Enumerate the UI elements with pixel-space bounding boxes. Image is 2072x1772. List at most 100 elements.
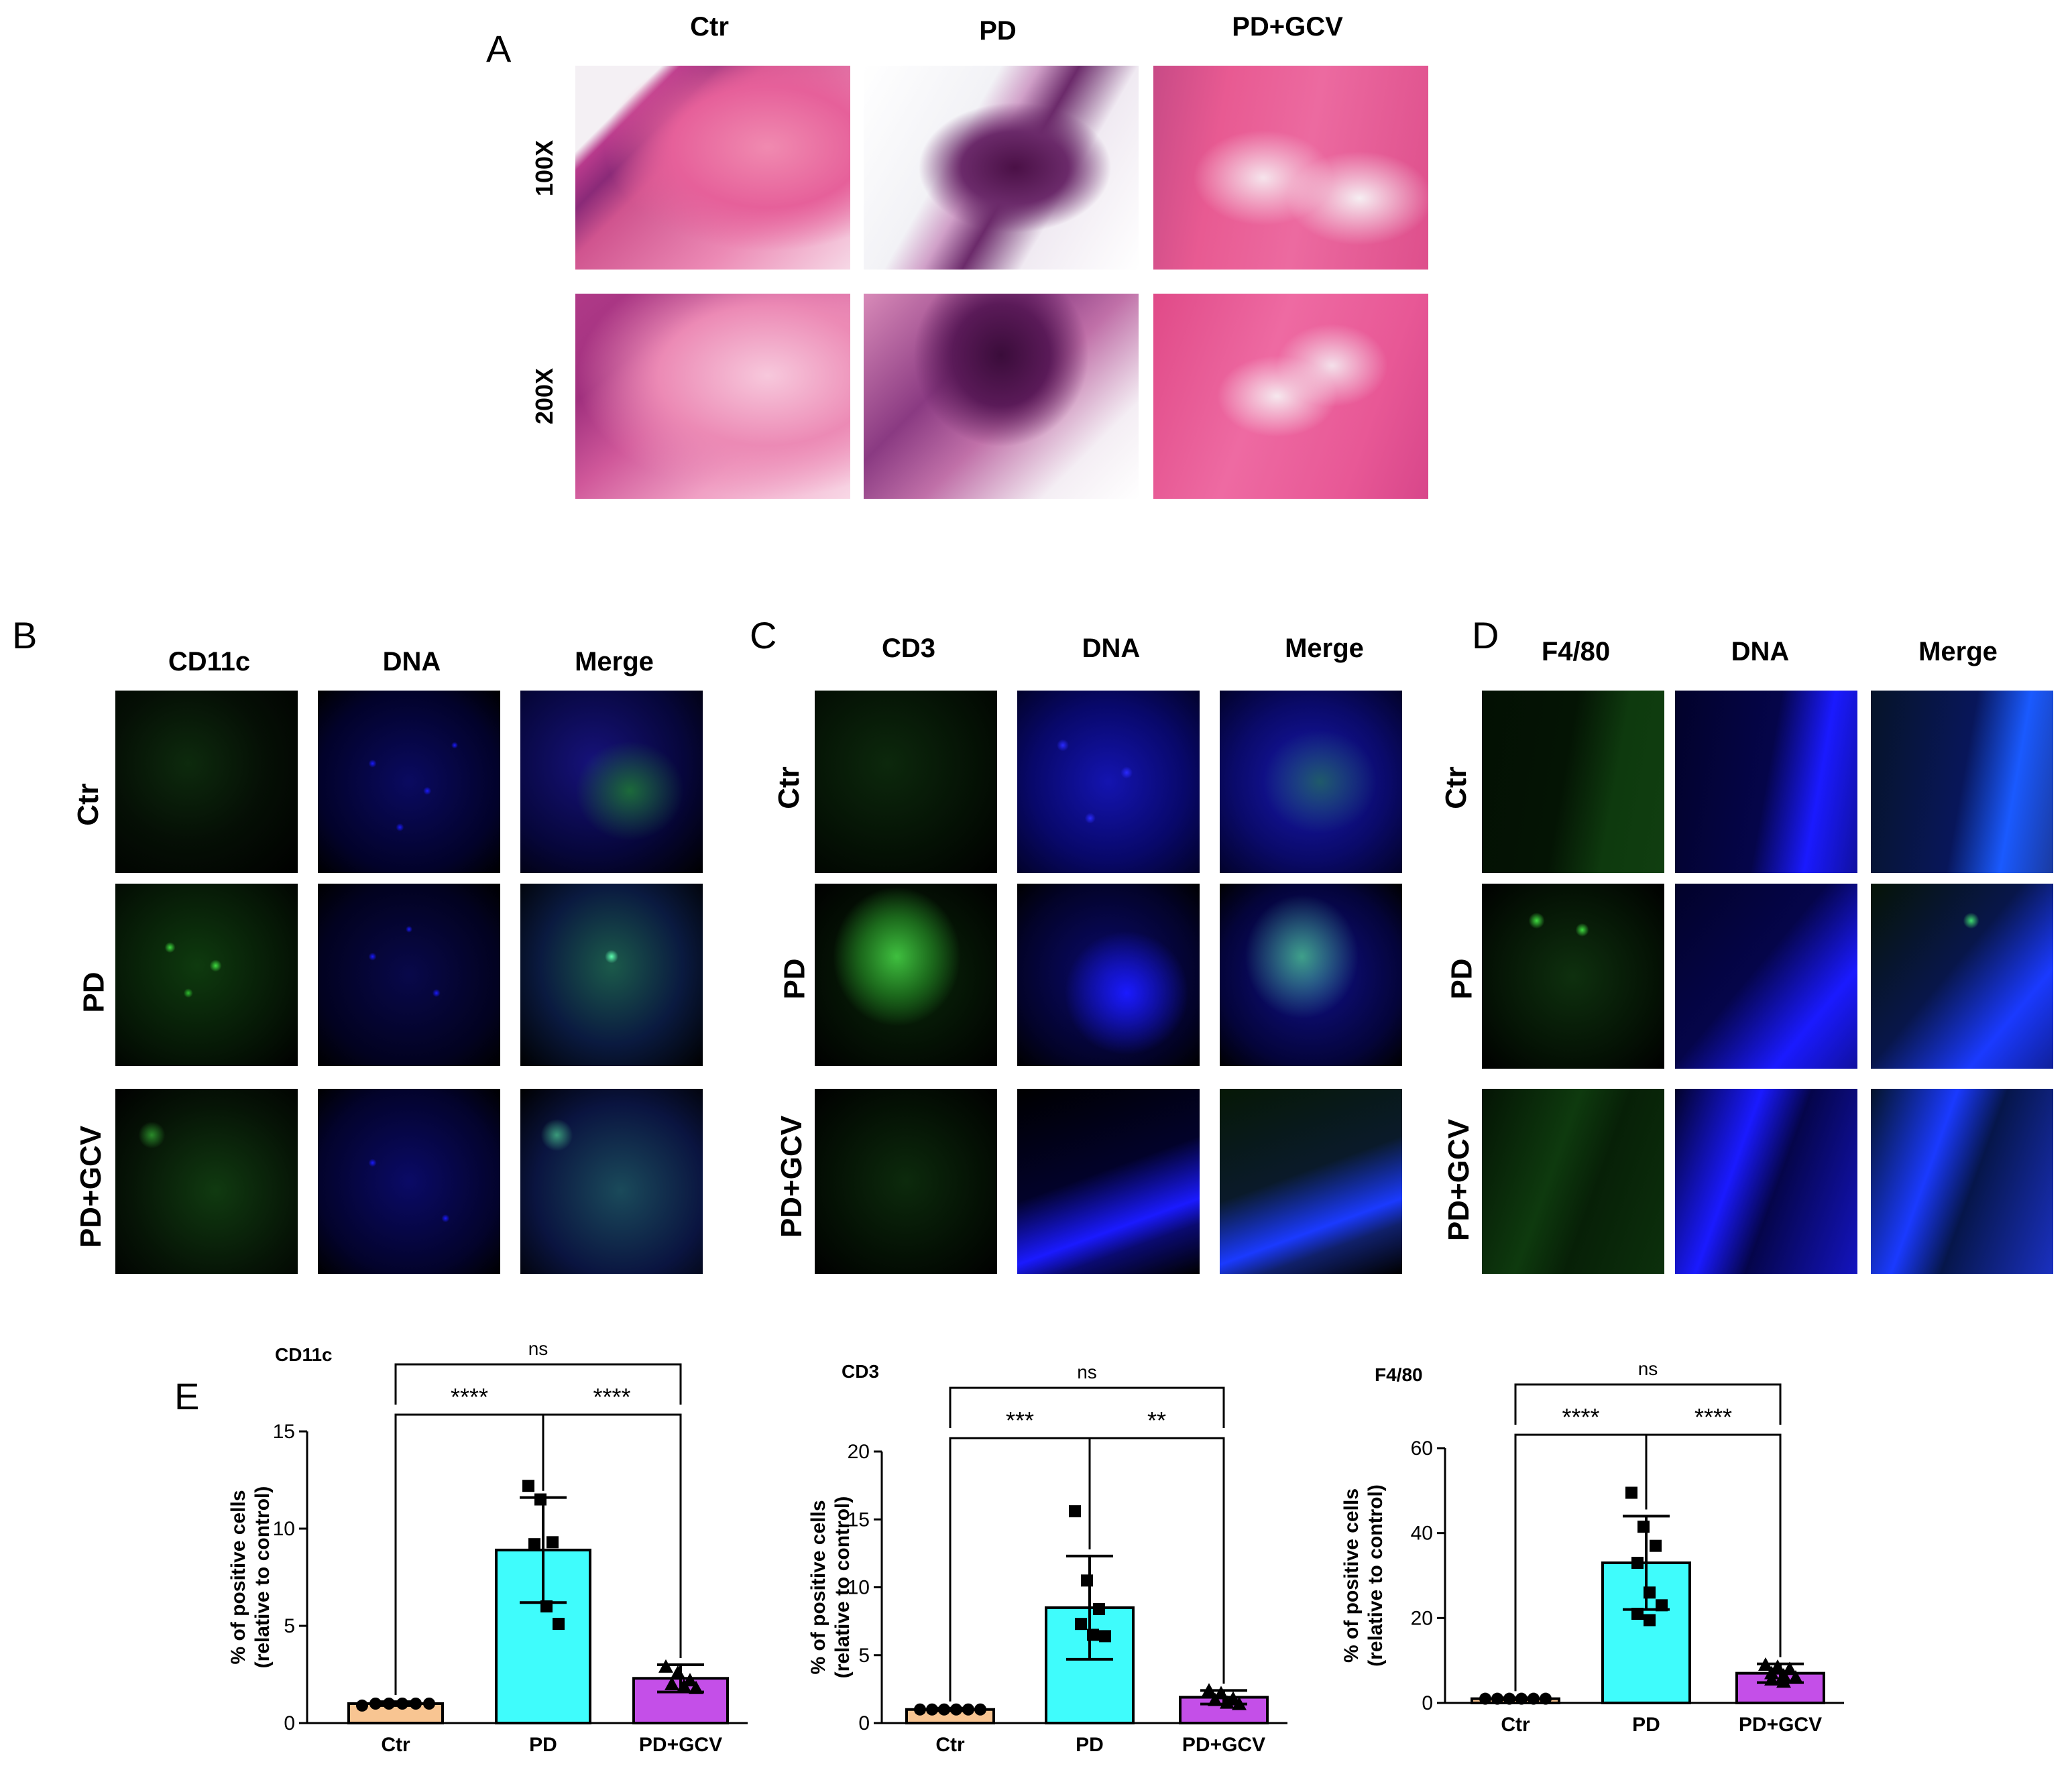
if-cd11c-ctr <box>115 691 298 873</box>
y-axis-label: % of positive cells <box>227 1490 249 1664</box>
y-tick-label: 0 <box>1422 1692 1433 1714</box>
if-dna-pdgcv-d <box>1675 1089 1857 1274</box>
data-point <box>423 1698 435 1710</box>
panel-a-row-200x: 200X <box>530 367 559 425</box>
data-point <box>534 1493 546 1506</box>
y-tick-label: 40 <box>1411 1523 1433 1545</box>
panel-a-col-ctr: Ctr <box>690 12 729 42</box>
x-tick-label: PD <box>1632 1714 1660 1736</box>
significance-bracket <box>394 1363 682 1405</box>
panel-a-col-pdgcv: PD+GCV <box>1232 12 1343 42</box>
if-dna-ctr-c <box>1017 691 1200 873</box>
panel-d-col-marker: F4/80 <box>1541 637 1611 666</box>
y-tick-label: 15 <box>848 1509 870 1531</box>
panel-b-letter: B <box>12 614 38 656</box>
data-point <box>1208 1692 1222 1706</box>
data-point <box>974 1703 986 1716</box>
data-point <box>938 1703 950 1716</box>
data-point <box>546 1536 559 1549</box>
data-point <box>1093 1602 1105 1615</box>
y-tick-label: 5 <box>284 1615 295 1637</box>
y-axis-label: (relative to control) <box>251 1486 274 1669</box>
significance-label: ns <box>1638 1358 1658 1379</box>
data-point <box>1656 1599 1668 1612</box>
panel-b-col-merge: Merge <box>575 647 654 676</box>
data-point <box>1540 1692 1552 1705</box>
x-tick-label: PD <box>1076 1734 1104 1756</box>
data-point <box>528 1538 540 1551</box>
data-point <box>962 1703 974 1716</box>
panel-b-col-dna: DNA <box>382 647 441 676</box>
significance-label: ns <box>528 1338 549 1359</box>
significance-label: **** <box>593 1383 630 1411</box>
x-tick-label: PD <box>529 1734 557 1756</box>
panel-d-row-ctr: Ctr <box>1439 766 1473 809</box>
panel-c-col-dna: DNA <box>1082 634 1141 663</box>
if-dna-ctr-d <box>1675 691 1857 873</box>
data-point <box>540 1600 553 1612</box>
if-f480-pd <box>1482 884 1664 1069</box>
panel-d-col-dna: DNA <box>1731 637 1790 666</box>
panel-a-row-100x: 100X <box>530 139 559 197</box>
data-point <box>665 1677 679 1690</box>
data-point <box>1491 1692 1503 1705</box>
if-cd3-pdgcv <box>815 1089 997 1274</box>
he-image-pdgcv-100x <box>1153 66 1428 270</box>
if-merge-pdgcv-b <box>520 1089 703 1274</box>
significance-label: ns <box>1077 1362 1097 1382</box>
x-tick-label: Ctr <box>1501 1714 1530 1736</box>
y-tick-label: 60 <box>1411 1437 1433 1460</box>
if-dna-pd-b <box>318 884 500 1066</box>
significance-bracket <box>1088 1437 1225 1684</box>
if-merge-pdgcv-c <box>1220 1089 1402 1274</box>
data-point <box>1758 1657 1773 1671</box>
he-image-pdgcv-200x <box>1153 294 1428 499</box>
data-point <box>1776 1674 1791 1688</box>
chart-title: F4/80 <box>1375 1364 1423 1385</box>
if-dna-ctr-b <box>318 691 500 873</box>
significance-bracket <box>1514 1383 1782 1425</box>
if-cd11c-pdgcv <box>115 1089 298 1274</box>
if-f480-pdgcv <box>1482 1089 1664 1274</box>
data-point <box>1631 1557 1644 1569</box>
data-point <box>522 1480 534 1492</box>
significance-label: **** <box>451 1383 488 1411</box>
panel-d-letter: D <box>1472 614 1499 656</box>
if-dna-pdgcv-b <box>318 1089 500 1274</box>
x-tick-label: Ctr <box>935 1734 965 1756</box>
panel-b-row-pdgcv: PD+GCV <box>74 1125 108 1248</box>
y-axis-label: % of positive cells <box>807 1500 829 1674</box>
panel-b-col-marker: CD11c <box>168 647 251 676</box>
data-point <box>1764 1672 1779 1686</box>
panel-c-col-marker: CD3 <box>881 634 936 663</box>
if-cd11c-pd <box>115 884 298 1066</box>
significance-label: **** <box>1562 1403 1599 1431</box>
data-point <box>1220 1695 1234 1709</box>
data-point <box>683 1673 697 1687</box>
y-axis-label: % of positive cells <box>1340 1488 1363 1663</box>
data-point <box>1075 1618 1087 1631</box>
y-tick-label: 15 <box>273 1421 295 1443</box>
data-point <box>1528 1692 1540 1705</box>
data-point <box>1503 1692 1515 1705</box>
y-tick-label: 5 <box>858 1645 870 1667</box>
data-point <box>671 1665 685 1679</box>
he-image-pd-100x <box>864 66 1139 270</box>
x-tick-label: Ctr <box>381 1734 410 1756</box>
x-tick-label: PD+GCV <box>1739 1714 1822 1736</box>
significance-bracket <box>1645 1433 1782 1657</box>
panel-c-row-pdgcv: PD+GCV <box>775 1115 809 1238</box>
data-point <box>1644 1614 1656 1627</box>
y-tick-label: 10 <box>273 1518 295 1540</box>
if-merge-pd-d <box>1871 884 2053 1069</box>
data-point <box>1770 1659 1785 1673</box>
chart-title: CD11c <box>275 1344 333 1365</box>
data-point <box>1087 1629 1099 1641</box>
data-point <box>658 1659 673 1673</box>
if-cd3-pd <box>815 884 997 1066</box>
if-merge-ctr-b <box>520 691 703 873</box>
if-merge-pd-c <box>1220 884 1402 1066</box>
y-tick-label: 0 <box>284 1712 295 1734</box>
panel-c-row-pd: PD <box>778 958 811 1000</box>
